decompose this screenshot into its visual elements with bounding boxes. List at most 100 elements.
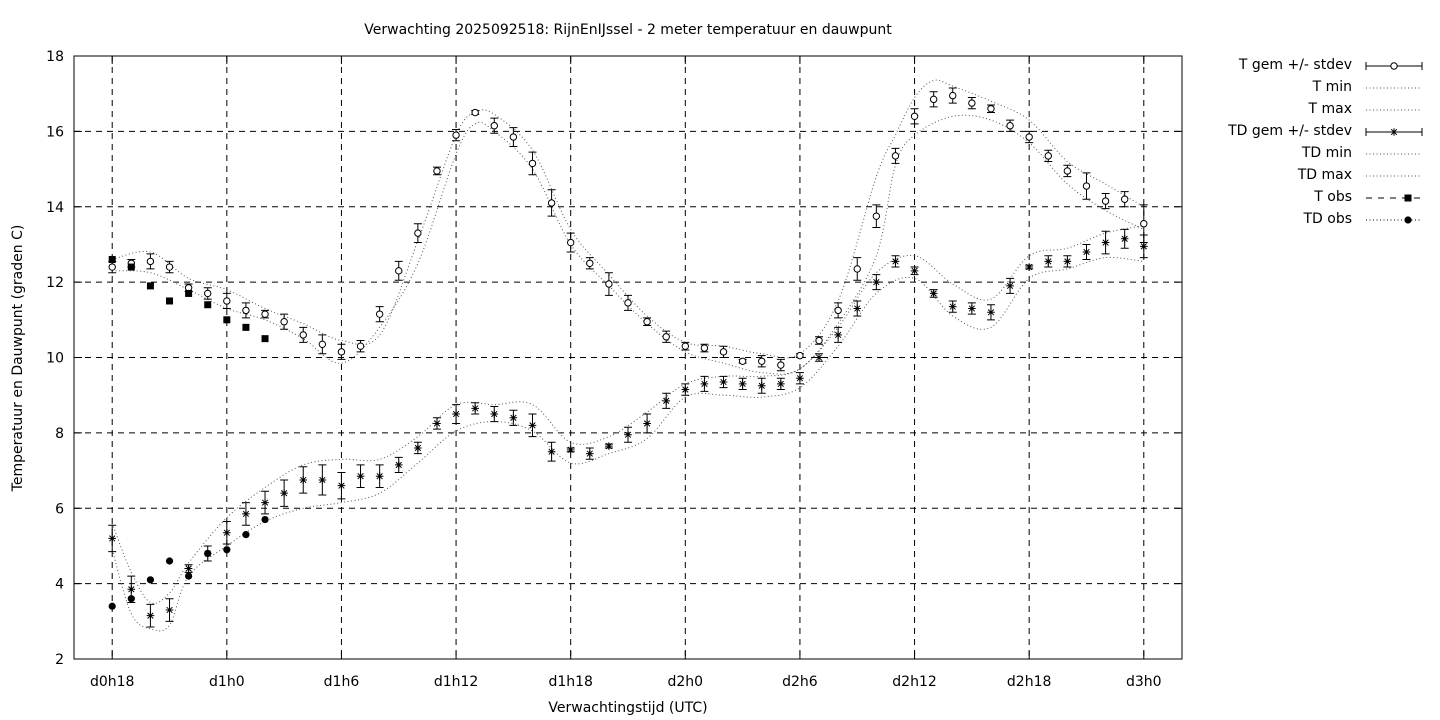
td-gem-stdev-point <box>318 476 327 484</box>
t-gem-stdev-point <box>1044 152 1052 160</box>
t-gem-stdev-point <box>586 259 594 267</box>
t-gem-stdev-point <box>758 357 766 365</box>
td-gem-stdev-point <box>948 302 957 311</box>
t-gem-stdev-point <box>261 310 269 318</box>
legend-item-t-max: T max <box>1190 100 1430 122</box>
x-axis: d0h18 d1h0 d1h6 d1h12 d1h18 d2h0 d2h6 d2h12 d2h1… <box>90 56 1162 690</box>
td-gem-stdev-point <box>490 410 499 418</box>
x-tick-label: d0h18 <box>90 674 134 690</box>
y-tick-label: 8 <box>55 426 64 442</box>
t-gem-stdev-point <box>566 238 575 247</box>
td-gem-stdev-point <box>261 498 269 507</box>
t-gem-stdev-point <box>929 95 938 104</box>
td-gem-stdev-point <box>452 410 460 418</box>
td-gem-stdev-point <box>337 481 346 490</box>
t-gem-stdev-point <box>777 361 785 369</box>
t-gem-stdev-point <box>490 122 498 130</box>
t-gem-stdev-point <box>643 317 651 326</box>
x-tick-label: d2h12 <box>892 674 936 690</box>
legend-label: T min <box>1312 79 1352 95</box>
legend-item-t-obs: T obs <box>1190 188 1430 210</box>
min-max-bands <box>111 79 1145 632</box>
y-tick-label: 4 <box>55 577 64 593</box>
y-tick-label: 16 <box>46 124 64 140</box>
td-gem-stdev-point <box>223 528 231 537</box>
y-tick-label: 6 <box>55 501 64 517</box>
td-gem-stdev-point <box>815 353 823 362</box>
t-gem-stdev-point <box>509 133 518 141</box>
td-obs-point <box>223 546 231 554</box>
td-gem-stdev-point <box>165 606 174 614</box>
t-gem-stdev-point <box>528 159 537 168</box>
t-gem-stdev-point <box>204 289 212 298</box>
legend-swatch <box>1365 62 1423 70</box>
t-gem-stdev-point <box>1120 195 1129 203</box>
td-gem-stdev-point <box>968 304 976 313</box>
t-obs-point <box>108 256 116 264</box>
x-tick-label: d3h0 <box>1126 674 1162 690</box>
t-gem-stdev-point <box>146 257 155 266</box>
td-gem-stdev-point <box>624 430 632 439</box>
td-gem-stdev-point <box>566 446 575 454</box>
legend-swatch-marker <box>1390 62 1398 70</box>
t-gem-stdev-point <box>318 340 327 349</box>
t-obs-point <box>261 335 269 343</box>
t-gem-stdev-point <box>547 199 556 207</box>
legend-label: T obs <box>1314 189 1352 205</box>
t-gem-stdev-point <box>872 212 881 220</box>
td-gem-stdev-point <box>1120 234 1129 243</box>
chart-title: Verwachting 2025092518: RijnEnIJssel - 2… <box>364 22 892 38</box>
t-gem-stdev-point <box>853 265 861 273</box>
td-obs-point <box>242 531 250 539</box>
td-gem-stdev-point <box>929 289 938 298</box>
y-tick-label: 2 <box>55 652 64 668</box>
td-gem-stdev-point <box>834 331 842 339</box>
legend-swatch-marker <box>1404 216 1412 224</box>
t-gem-stdev-point <box>1025 133 1033 141</box>
td-gem-stdev-point <box>891 257 900 266</box>
legend-item-td-min: TD min <box>1190 144 1430 166</box>
td-gem-stdev-point <box>585 449 594 458</box>
td-gem-stdev-point <box>528 421 537 430</box>
t-gem-stdev-point <box>414 229 422 237</box>
td-gem-stdev-point <box>1139 242 1148 251</box>
y-axis-title: Temperatuur en Dauwpunt (graden C) <box>10 225 26 493</box>
td-gem-stdev-point <box>853 304 862 313</box>
t-gem-stdev-point <box>738 357 747 365</box>
td-gem-stdev-point <box>433 419 441 428</box>
t-gem-stdev-point <box>719 348 728 356</box>
td-gem-stdev-point <box>146 611 155 620</box>
t-gem-stdev-point <box>471 108 479 117</box>
legend-label: TD obs <box>1303 211 1352 227</box>
legend-swatch <box>1365 128 1423 136</box>
td-gem-stdev-point <box>681 385 690 394</box>
td-gem-stdev-point <box>643 419 651 428</box>
t-max-line <box>112 79 1145 359</box>
td-gem-stdev-point <box>1101 238 1110 247</box>
td-gem-stdev-point <box>509 414 518 422</box>
td-gem-stdev-point <box>1082 248 1091 256</box>
td-gem-stdev-point <box>796 374 804 383</box>
td-gem-stdev-point <box>280 489 288 497</box>
td-gem-stdev-point <box>700 380 709 388</box>
data-markers <box>108 91 1148 620</box>
t-obs-point <box>185 289 193 297</box>
t-obs-point <box>127 263 135 271</box>
t-gem-stdev-point <box>452 131 460 139</box>
td-gem-stdev-point <box>1044 257 1053 266</box>
legend-swatch <box>1366 109 1422 111</box>
td-gem-stdev-point <box>910 267 919 275</box>
t-gem-stdev-point <box>891 152 900 160</box>
td-gem-stdev-point <box>1025 263 1033 271</box>
td-gem-stdev-point <box>738 380 747 388</box>
td-gem-stdev-point <box>1006 282 1014 290</box>
t-obs-point <box>166 297 174 305</box>
t-gem-stdev-point <box>1082 182 1091 190</box>
t-gem-stdev-point <box>700 344 709 352</box>
t-gem-stdev-point <box>987 105 995 113</box>
t-gem-stdev-point <box>280 317 288 326</box>
td-gem-stdev-point <box>1063 257 1072 266</box>
td-gem-stdev-point <box>356 472 365 481</box>
td-gem-stdev-point <box>375 472 384 481</box>
legend-swatch-marker <box>1404 194 1412 202</box>
